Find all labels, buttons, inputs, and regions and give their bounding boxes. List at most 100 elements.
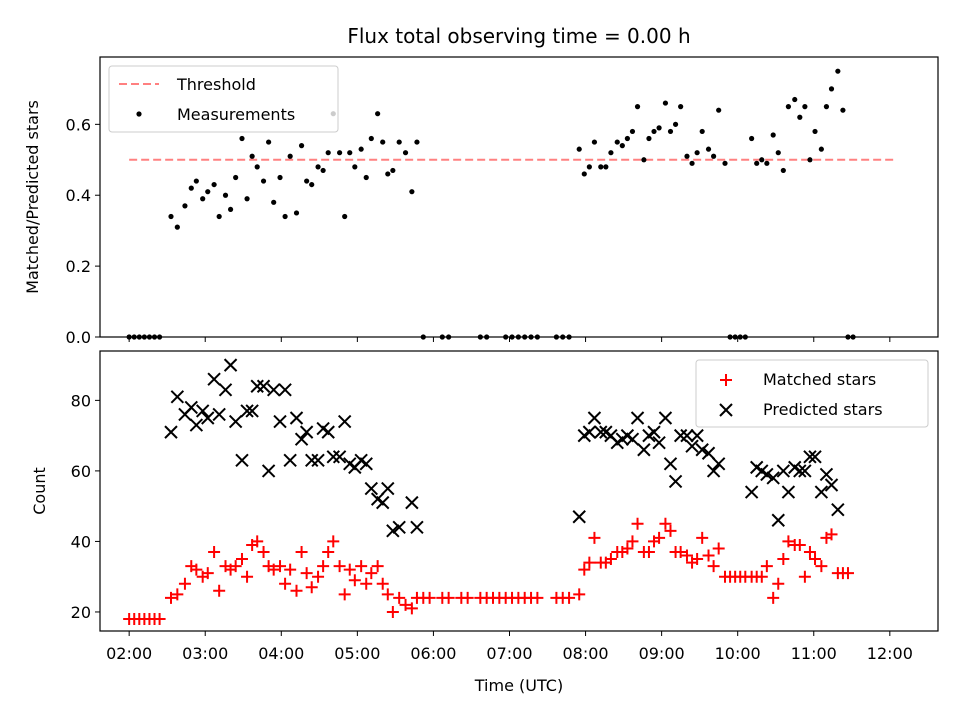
data-point [674, 546, 687, 559]
data-point [782, 535, 795, 548]
data-point [798, 464, 812, 478]
matched-legend-label: Matched stars [763, 370, 876, 389]
data-point [656, 125, 662, 131]
data-point [695, 443, 709, 457]
data-point [678, 104, 684, 110]
x-tick-label: 12:00 [867, 644, 913, 663]
data-point [327, 535, 340, 548]
data-point [634, 104, 641, 110]
data-point [641, 157, 647, 163]
data-point [423, 591, 436, 604]
data-point [182, 203, 188, 209]
y-tick-label: 80 [71, 391, 91, 410]
data-point [342, 213, 348, 220]
threshold-legend-label: Threshold [176, 75, 256, 94]
data-point [659, 517, 672, 530]
data-point [603, 164, 609, 170]
data-point [229, 560, 242, 573]
data-point [381, 588, 394, 601]
data-point [358, 146, 364, 152]
data-point [212, 407, 226, 422]
data-point [271, 199, 277, 205]
y-tick-label: 40 [71, 532, 91, 551]
data-point [207, 372, 221, 386]
data-point [672, 121, 679, 127]
data-point [781, 485, 796, 499]
data-point [359, 457, 373, 471]
data-point [808, 450, 822, 464]
data-point [287, 153, 293, 159]
data-point [293, 210, 300, 216]
y-tick-label: 0.6 [66, 115, 91, 134]
data-point [690, 428, 704, 443]
data-point [716, 107, 722, 113]
data-point [235, 553, 248, 566]
data-point [332, 450, 347, 464]
y-tick-label: 60 [71, 462, 91, 481]
data-point [587, 411, 602, 425]
x-tick-label: 08:00 [563, 644, 609, 663]
data-point [598, 164, 604, 170]
data-point [392, 520, 406, 535]
data-point [343, 563, 356, 576]
data-point [809, 553, 822, 566]
data-point [279, 577, 292, 590]
top-panel: 0.0 0.2 0.4 0.6 Matched/Predicted stars Thr… [23, 56, 939, 347]
data-point [624, 135, 630, 142]
data-point [241, 570, 254, 583]
x-tick-label: 03:00 [182, 644, 228, 663]
data-point [295, 546, 308, 559]
top-legend: Threshold Measurements [108, 65, 339, 133]
data-point [594, 425, 608, 439]
predicted-stars-series [164, 358, 845, 538]
data-point [840, 107, 846, 113]
data-point [775, 150, 781, 156]
data-point [637, 443, 651, 457]
data-point [814, 485, 829, 499]
data-point [647, 425, 661, 439]
data-point [227, 206, 234, 213]
data-point [696, 531, 709, 544]
data-point [667, 128, 674, 135]
data-point [337, 150, 343, 156]
data-point [754, 160, 760, 166]
data-point [673, 428, 688, 443]
data-point [614, 139, 620, 145]
data-point [174, 224, 180, 230]
data-point [256, 379, 271, 393]
measurements-legend-label: Measurements [177, 105, 295, 124]
data-point [646, 135, 652, 142]
data-point [780, 167, 786, 174]
data-point [766, 471, 780, 485]
data-point [823, 104, 830, 110]
x-tick-label: 10:00 [715, 644, 761, 663]
data-point [240, 404, 254, 418]
bottom-legend: Matched stars Predicted stars [695, 359, 929, 428]
data-point [321, 425, 335, 439]
data-point [573, 588, 586, 601]
data-point [582, 425, 597, 439]
data-point [591, 139, 598, 145]
data-point [260, 178, 267, 184]
data-point [153, 613, 166, 626]
data-point [414, 139, 420, 145]
data-point [604, 553, 617, 566]
data-point [309, 181, 315, 188]
data-point [368, 135, 374, 142]
data-point [755, 570, 768, 583]
data-point [835, 68, 841, 74]
measurements-series [126, 68, 856, 340]
data-point [797, 114, 803, 120]
data-point [812, 128, 818, 135]
data-point [711, 457, 726, 471]
data-point [410, 520, 424, 535]
data-point [803, 450, 817, 464]
top-y-ticks: 0.0 0.2 0.4 0.6 [66, 115, 100, 347]
data-point [405, 495, 419, 510]
data-point [684, 153, 690, 159]
bottom-legend-box [695, 359, 929, 428]
top-y-axis-label: Matched/Predicted stars [23, 100, 42, 294]
data-point [267, 563, 280, 576]
data-point [586, 164, 592, 170]
